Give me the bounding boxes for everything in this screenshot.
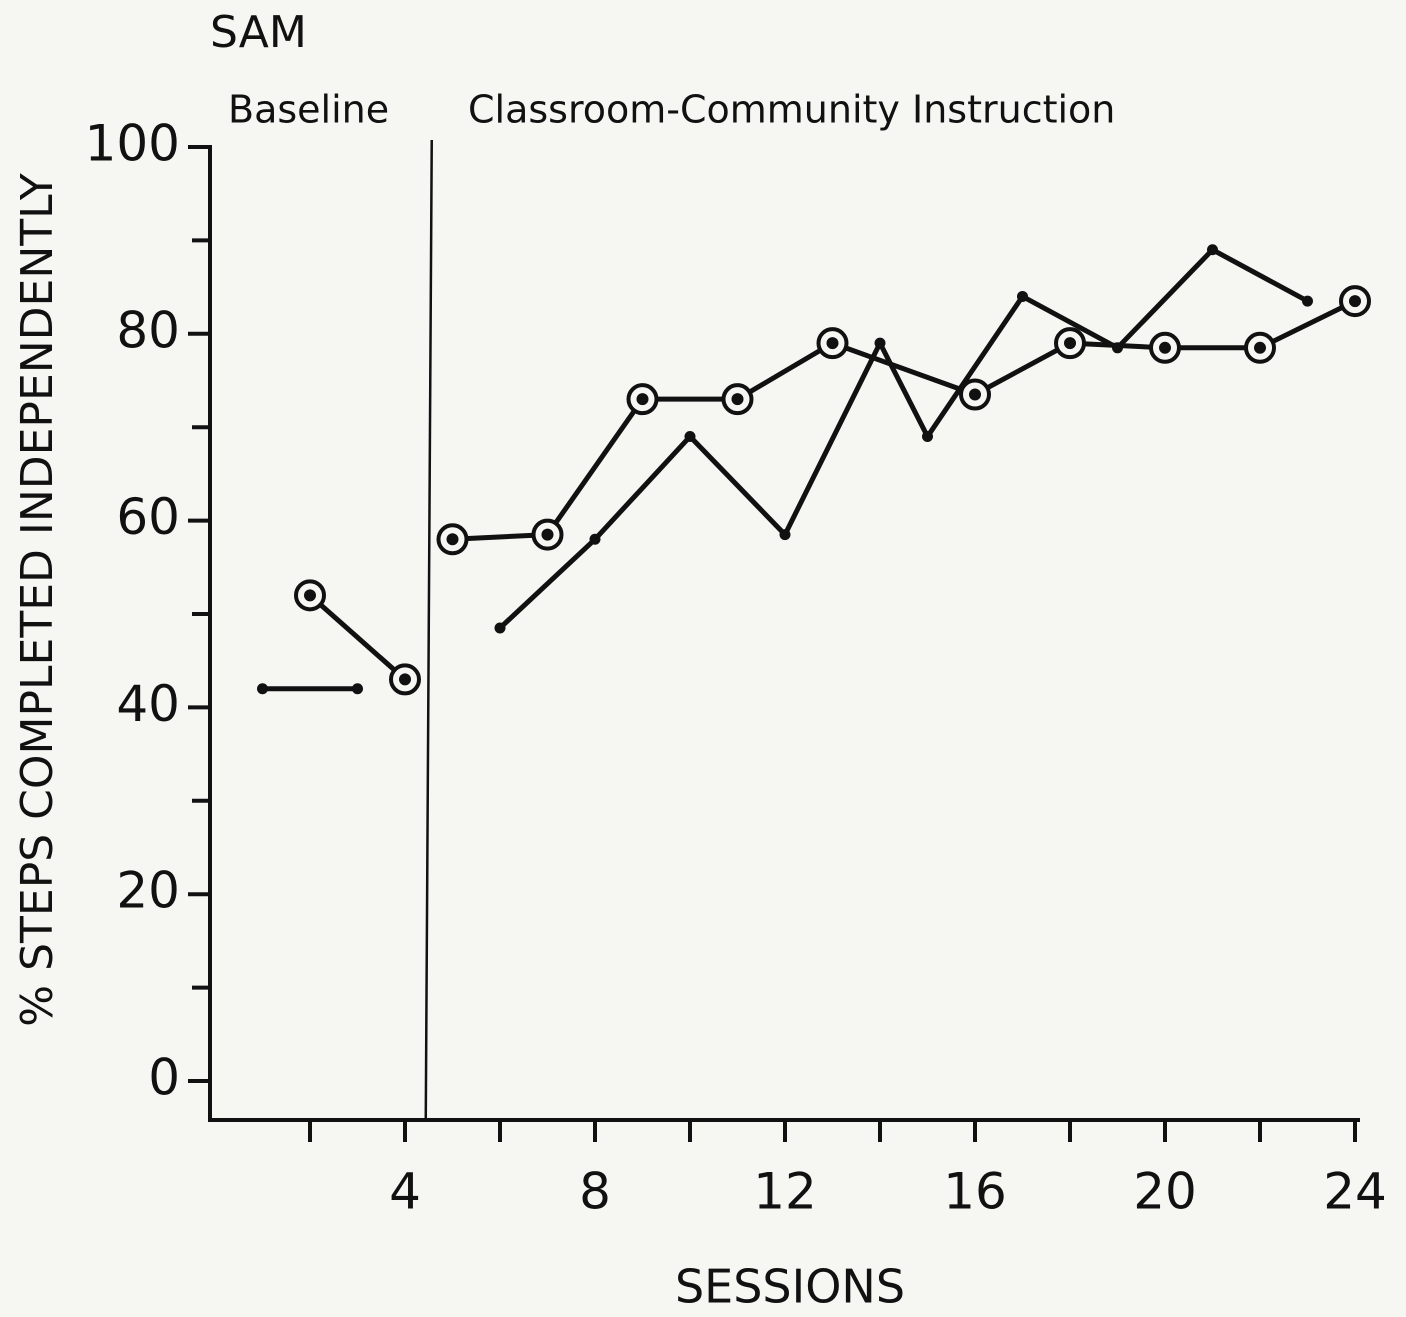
y-tick-label: 0 <box>148 1049 180 1107</box>
marker-dot <box>684 431 696 443</box>
phase-label: Baseline <box>228 88 389 132</box>
marker-dot <box>399 673 411 686</box>
x-tick-label: 16 <box>943 1163 1007 1221</box>
marker-dot <box>446 533 459 546</box>
marker-dot <box>874 337 886 349</box>
data-point <box>494 622 506 634</box>
data-point <box>1207 244 1218 256</box>
data-point <box>1244 331 1276 364</box>
data-point <box>816 327 849 360</box>
data-point <box>1017 290 1028 302</box>
data-point <box>1302 295 1313 307</box>
phase-label: Classroom-Community Instruction <box>468 88 1115 132</box>
data-point <box>1339 285 1371 318</box>
marker-dot <box>304 589 316 602</box>
marker-dot <box>1349 295 1361 308</box>
data-point <box>257 683 268 695</box>
data-point <box>721 383 754 416</box>
marker-dot <box>969 388 981 401</box>
y-axis-label: % STEPS COMPLETED INDEPENDENTLY <box>12 173 63 1027</box>
marker-dot <box>1064 337 1076 350</box>
data-point <box>626 383 659 416</box>
x-tick-label: 12 <box>753 1163 817 1221</box>
x-tick-label: 4 <box>389 1163 421 1221</box>
marker-dot <box>826 337 839 350</box>
x-axis-label: SESSIONS <box>675 1260 905 1314</box>
series-line <box>308 298 1357 682</box>
y-tick-label: 60 <box>116 488 180 546</box>
marker-dot <box>731 393 744 406</box>
chart-title: SAM <box>210 7 307 58</box>
x-tick-label: 20 <box>1133 1163 1197 1221</box>
data-point <box>1054 327 1086 360</box>
marker-dot <box>352 683 363 695</box>
data-point <box>352 683 363 695</box>
y-tick-label: 100 <box>85 115 180 173</box>
data-point <box>531 518 564 551</box>
y-tick-label: 40 <box>116 675 180 733</box>
data-point <box>874 337 886 349</box>
marker-dot <box>494 622 506 634</box>
marker-dot <box>257 683 268 695</box>
data-point <box>294 579 326 612</box>
data-point <box>779 529 791 541</box>
marker-dot <box>636 393 649 406</box>
x-tick-label: 8 <box>579 1163 611 1221</box>
marker-dot <box>1302 295 1313 307</box>
data-point <box>959 378 991 411</box>
data-point <box>436 523 469 556</box>
data-point <box>922 431 933 443</box>
y-tick-label: 20 <box>116 862 180 920</box>
series-line <box>262 247 1309 692</box>
data-point <box>589 533 601 545</box>
data-point <box>1149 331 1181 364</box>
marker-dot <box>1207 244 1218 256</box>
phase-line <box>424 139 433 1121</box>
marker-dot <box>1017 290 1028 302</box>
y-tick-label: 80 <box>116 301 180 359</box>
data-point <box>389 663 421 696</box>
marker-dot <box>1254 341 1266 354</box>
marker-dot <box>589 533 601 545</box>
data-point <box>684 431 696 443</box>
x-tick-label: 24 <box>1323 1163 1387 1221</box>
marker-dot <box>779 529 791 541</box>
marker-dot <box>541 528 554 541</box>
marker-dot <box>1159 341 1171 354</box>
marker-dot <box>922 431 933 443</box>
